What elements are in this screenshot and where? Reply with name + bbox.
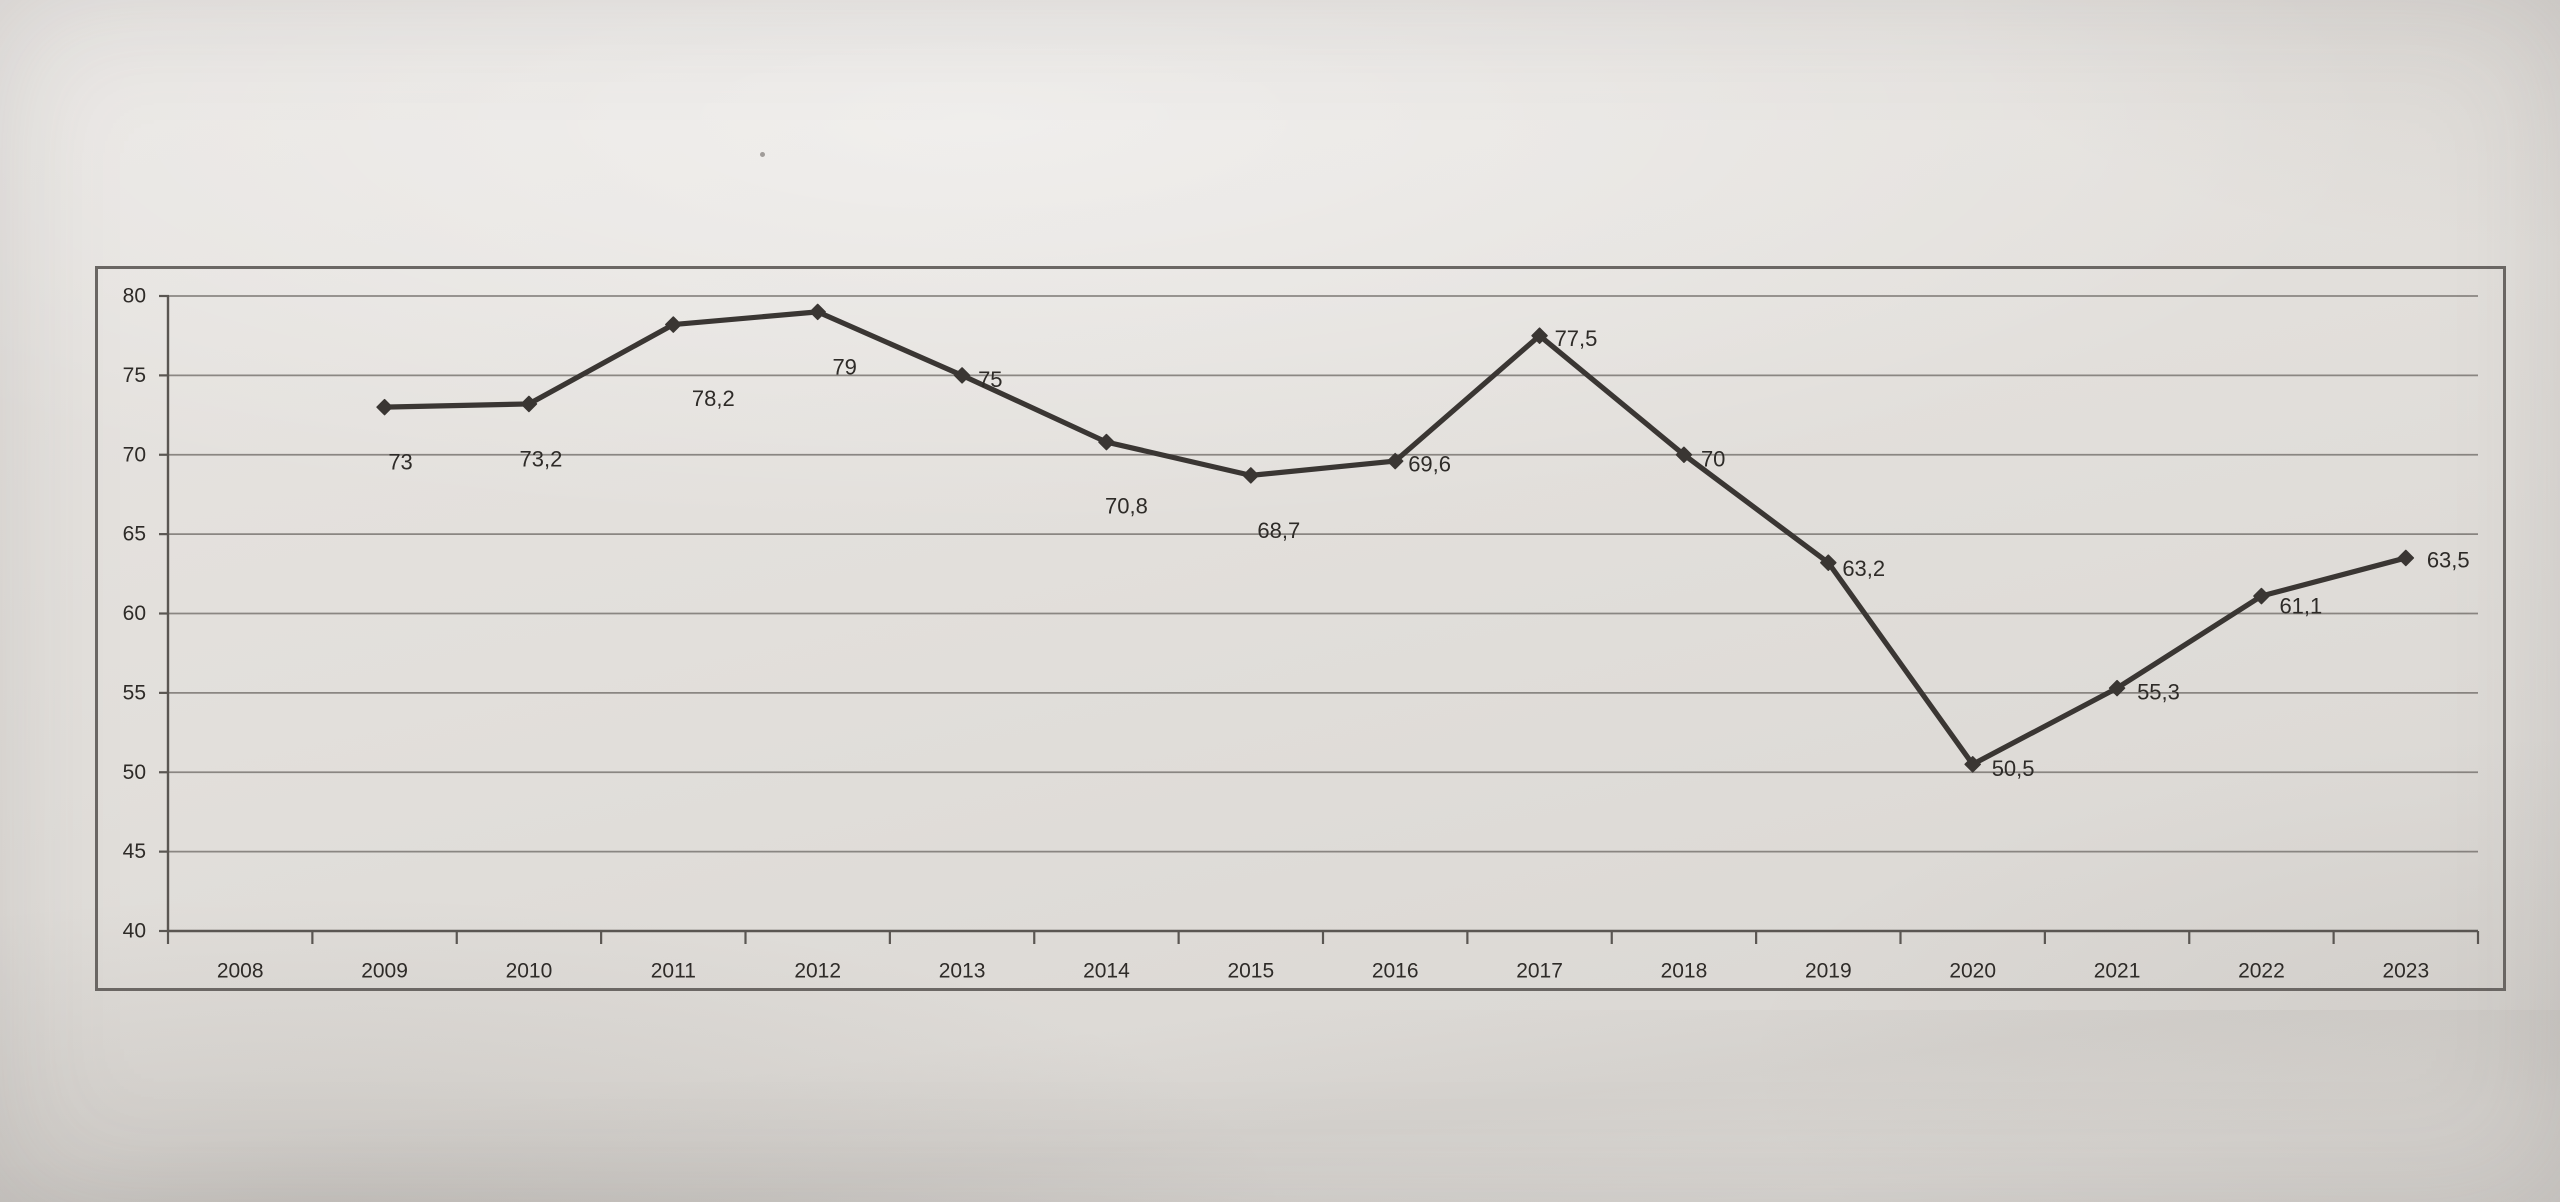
data-point-marker [1386, 452, 1404, 470]
data-label: 63,2 [1842, 556, 1885, 581]
y-tick-label: 60 [123, 602, 146, 625]
y-tick-label: 80 [123, 285, 146, 308]
x-tick-label: 2019 [1805, 960, 1852, 983]
data-label: 78,2 [692, 386, 735, 411]
chart-frame: 80 75 70 65 60 55 50 45 40 2008 2009 2010 2011 2012 20… [95, 266, 2506, 991]
data-point-marker [2253, 587, 2270, 605]
data-point-marker [809, 303, 826, 321]
data-point-marker [376, 398, 393, 416]
data-point-marker [1531, 327, 1548, 344]
x-tick-label: 2022 [2238, 960, 2285, 983]
data-point-marker [520, 395, 538, 413]
x-tick-label: 2009 [361, 960, 408, 983]
data-point-marker [953, 367, 971, 384]
x-tick-label: 2012 [794, 960, 841, 983]
x-tick-label: 2014 [1083, 960, 1130, 983]
x-tick-label: 2013 [939, 960, 986, 983]
series-line [381, 309, 2409, 767]
data-label: 61,1 [2279, 594, 2322, 619]
x-tick-label: 2018 [1661, 960, 1708, 983]
y-tick-label: 40 [123, 920, 146, 943]
y-tick-label: 55 [123, 681, 146, 704]
data-label: 70 [1701, 446, 1725, 471]
data-label: 63,5 [2427, 547, 2470, 572]
y-tick-label: 45 [123, 840, 146, 863]
data-label: 75 [978, 367, 1002, 392]
data-label: 77,5 [1555, 326, 1598, 351]
y-tick-label: 75 [123, 364, 146, 387]
data-point-marker [1820, 554, 1837, 571]
data-label: 55,3 [2137, 680, 2180, 705]
paper-speck [760, 152, 765, 157]
data-point-marker [2397, 549, 2415, 567]
y-tick-label: 70 [123, 443, 146, 466]
y-tick-label: 50 [123, 761, 146, 784]
data-label: 50,5 [1992, 756, 2035, 781]
x-tick-label: 2008 [217, 960, 264, 983]
data-point-marker [1098, 433, 1115, 451]
paper-crease [0, 1010, 2560, 1202]
x-tick-label: 2015 [1227, 960, 1274, 983]
x-tick-label: 2023 [2382, 960, 2429, 983]
data-label: 73,2 [520, 446, 563, 471]
data-point-marker [1675, 446, 1693, 463]
data-label: 70,8 [1105, 494, 1148, 519]
x-tick-label: 2020 [1949, 960, 1996, 983]
data-point-marker [1964, 756, 1981, 773]
line-chart: 80 75 70 65 60 55 50 45 40 2008 2009 2010 2011 2012 20… [123, 285, 2480, 983]
x-tick-label: 2010 [506, 960, 553, 983]
data-label: 73 [388, 450, 412, 475]
data-label: 68,7 [1257, 518, 1300, 543]
x-tick-label: 2016 [1372, 960, 1419, 983]
data-point-marker [665, 316, 682, 333]
x-tick-label: 2011 [651, 960, 696, 983]
y-tick-label: 65 [123, 523, 146, 546]
data-point-marker [1242, 467, 1260, 484]
data-label: 79 [832, 354, 856, 379]
x-tick-label: 2017 [1516, 960, 1563, 983]
data-point-marker [2108, 679, 2126, 697]
x-tick-label: 2021 [2094, 960, 2141, 983]
data-label: 69,6 [1408, 452, 1451, 477]
